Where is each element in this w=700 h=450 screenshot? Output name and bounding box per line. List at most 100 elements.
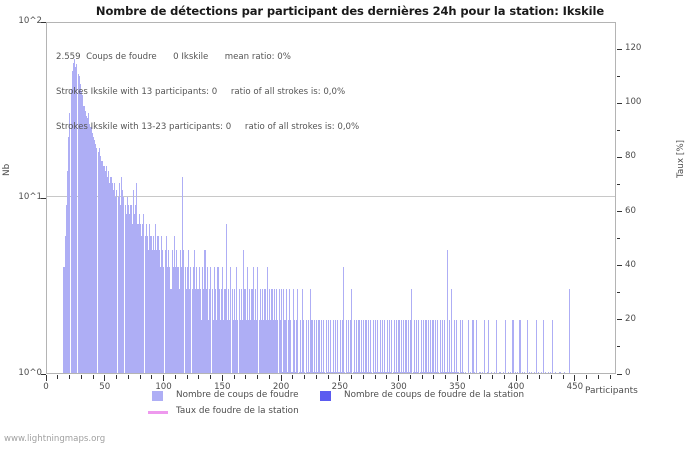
x-tick-minor <box>304 375 306 379</box>
histogram-bar <box>188 249 190 373</box>
histogram-bar <box>457 371 459 373</box>
histogram-bar <box>305 320 307 373</box>
histogram-bar <box>152 236 154 373</box>
histogram-bar <box>386 320 388 373</box>
histogram-bar <box>169 267 171 373</box>
histogram-bar <box>510 371 512 373</box>
histogram-bar <box>212 320 214 373</box>
histogram-bar <box>99 156 101 373</box>
histogram-bar <box>341 320 344 373</box>
histogram-bar <box>286 371 288 373</box>
x-tick-minor <box>503 375 505 379</box>
histogram-bar <box>79 83 82 373</box>
x-tick-major <box>45 375 47 381</box>
histogram-bar <box>239 320 241 373</box>
histogram-bar <box>412 371 414 373</box>
histogram-bar <box>143 214 145 373</box>
histogram-bar <box>122 189 124 373</box>
histogram-bar <box>324 371 326 373</box>
histogram-bar <box>419 371 421 373</box>
histogram-bar <box>416 320 418 373</box>
histogram-bar <box>517 371 519 373</box>
histogram-bar <box>257 267 259 373</box>
x-tick-minor <box>421 375 423 379</box>
histogram-bar <box>178 289 180 373</box>
histogram-bar <box>420 320 422 373</box>
histogram-bar <box>361 371 364 373</box>
histogram-bar <box>312 371 314 373</box>
histogram-bar <box>184 267 186 373</box>
histogram-bar <box>450 371 452 373</box>
histogram-bar <box>153 249 156 373</box>
histogram-bar <box>218 289 220 373</box>
histogram-bar <box>195 289 197 373</box>
histogram-bar <box>246 267 248 373</box>
histogram-bar <box>528 371 530 373</box>
histogram-bar <box>105 166 107 373</box>
x-tick-label: 50 <box>99 382 111 392</box>
histogram-bar <box>115 197 117 373</box>
histogram-bar <box>337 320 339 373</box>
x-tick-minor <box>539 375 541 379</box>
y2-tick-major <box>617 156 622 158</box>
histogram-bar <box>347 320 349 373</box>
x-tick-minor <box>468 375 470 379</box>
x-tick-minor <box>492 375 494 379</box>
histogram-bar <box>219 320 221 373</box>
histogram-bar <box>245 320 247 373</box>
histogram-bar <box>326 371 328 373</box>
histogram-bar <box>259 289 261 373</box>
histogram-bar <box>220 289 223 373</box>
histogram-bar <box>425 320 427 373</box>
histogram-bar <box>155 224 157 373</box>
x-tick-minor <box>151 375 153 379</box>
histogram-bar <box>404 371 406 373</box>
histogram-bar <box>200 320 203 373</box>
histogram-bar <box>118 183 120 373</box>
y2-tick-major <box>617 48 622 50</box>
histogram-bar <box>311 320 313 373</box>
histogram-bar <box>119 205 121 373</box>
x-tick-minor <box>92 375 94 379</box>
histogram-bar <box>297 289 299 373</box>
histogram-bar <box>354 371 357 373</box>
annotation-line-2: Strokes Ikskile with 13 participants: 0 … <box>56 86 346 97</box>
histogram-bar <box>108 171 110 373</box>
histogram-bar <box>64 236 66 373</box>
histogram-bar <box>242 320 244 373</box>
histogram-bar <box>491 371 493 373</box>
histogram-bar <box>392 371 394 373</box>
histogram-bar <box>70 89 72 373</box>
histogram-bar <box>130 205 132 373</box>
histogram-bar <box>410 320 412 373</box>
histogram-bar <box>302 289 304 373</box>
histogram-bar <box>126 197 129 373</box>
histogram-bar <box>292 289 294 373</box>
plot-area <box>46 22 616 374</box>
histogram-bar <box>306 371 308 373</box>
x-tick-minor <box>362 375 364 379</box>
histogram-bar <box>307 320 310 373</box>
histogram-bar <box>486 371 488 373</box>
histogram-bar <box>398 320 400 373</box>
histogram-bar <box>393 320 395 373</box>
x-tick-minor <box>139 375 141 379</box>
histogram-bar <box>232 320 234 373</box>
histogram-bar <box>264 289 266 373</box>
histogram-bar <box>304 371 306 373</box>
histogram-bar <box>323 320 325 373</box>
histogram-bar <box>85 115 87 373</box>
histogram-bar <box>334 320 337 373</box>
y2-tick-label: 20 <box>625 313 636 324</box>
histogram-bar <box>385 371 387 373</box>
histogram-bar <box>193 249 196 373</box>
histogram-bar <box>345 320 347 373</box>
x-tick-minor <box>386 375 388 379</box>
histogram-bar <box>299 320 301 373</box>
histogram-bar <box>320 320 322 373</box>
histogram-bar <box>447 371 449 373</box>
histogram-bar <box>440 371 442 373</box>
